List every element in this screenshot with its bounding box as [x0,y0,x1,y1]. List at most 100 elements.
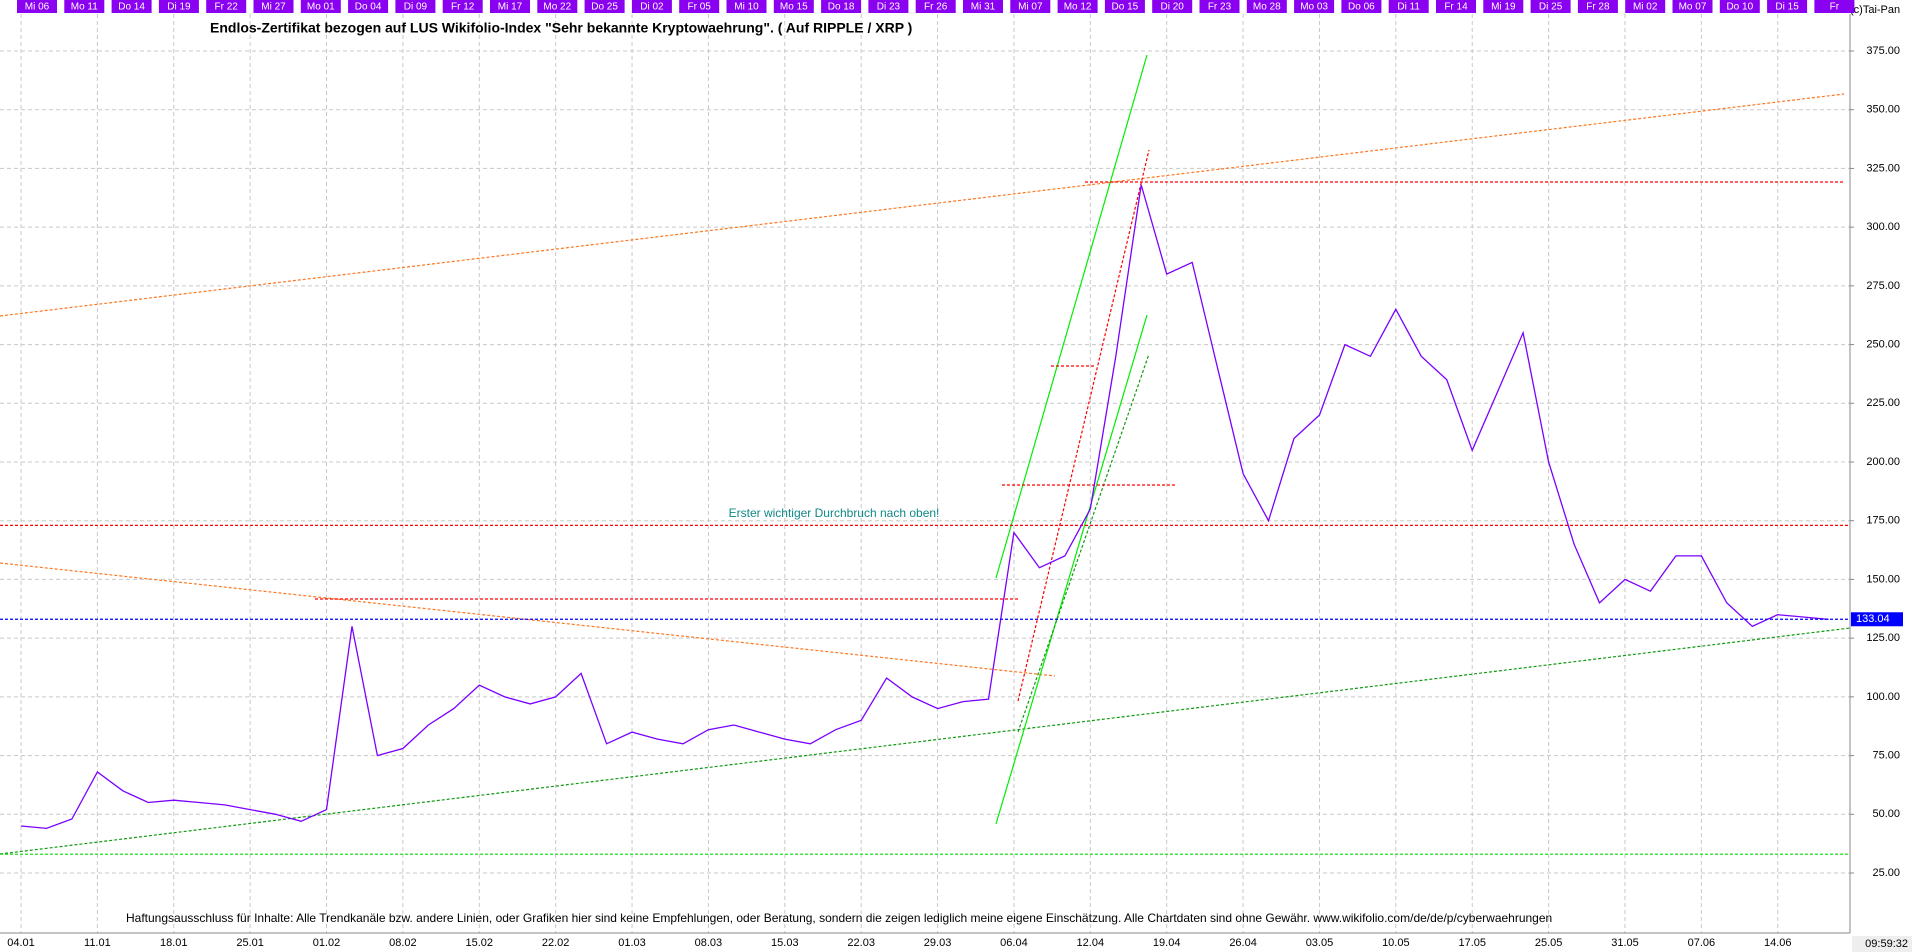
price-line [20,184,1829,830]
current-box [1851,612,1903,627]
x-tick-label: 10.05 [1382,937,1410,949]
x-tick-label: 01.02 [313,937,341,949]
x-tick-label: 08.02 [389,937,417,949]
y-tick-label: 175.00 [1866,515,1900,527]
y-tick-label: 100.00 [1866,691,1900,703]
x-tick-label: 15.02 [466,937,494,949]
y-tick-label: 250.00 [1866,338,1900,350]
top-label-box [1672,0,1713,13]
top-label: Fr 22 [215,2,239,13]
top-label-box [773,0,814,13]
y-tick-label: 50.00 [1872,808,1900,820]
top-label-box [631,0,672,13]
top-label-box [679,0,720,13]
disclaimer: Haftungsausschluss für Inhalte: Alle Tre… [126,911,1552,925]
x-tick-label: 11.01 [84,937,111,949]
x-tick-label: 12.04 [1077,937,1105,949]
x-tick-label: 31.05 [1611,937,1639,949]
top-label-box [206,0,247,13]
x-tick-label: 22.02 [542,937,570,949]
top-label: Do 04 [355,2,382,13]
x-tick-label: 15.03 [771,937,799,949]
x-tick-label: 29.03 [924,937,952,949]
top-label-box [111,0,152,13]
x-tick-label: 01.03 [618,937,646,949]
top-label: Di 25 [1539,2,1563,13]
time: 09:59:32 [1865,938,1908,950]
top-label: Mo 12 [1064,2,1092,13]
x-tick-label: 22.03 [847,937,875,949]
top-label-box [1388,0,1429,13]
y-tick-label: 375.00 [1866,45,1900,57]
x-tick-label: 19.04 [1153,937,1181,949]
top-label-box [1530,0,1571,13]
y-tick-label: 25.00 [1872,867,1900,879]
top-label-box [537,0,578,13]
top-label: Mo 28 [1253,2,1281,13]
x-tick-label: 07.06 [1688,937,1716,949]
trend-line [1017,353,1150,733]
copyright: (c)Tai-Pan [1850,4,1900,16]
time-box [1852,936,1912,952]
top-label: Mi 02 [1633,2,1658,13]
top-label: Do 10 [1726,2,1753,13]
top-label-box [253,0,294,13]
y-tick-label: 325.00 [1866,162,1900,174]
y-tick-label: 225.00 [1866,397,1900,409]
y-tick-label: 300.00 [1866,221,1900,233]
trend-line [1017,149,1150,702]
trend-line [0,627,1851,855]
y-tick-label: 350.00 [1866,104,1900,116]
top-label: Di 09 [404,2,428,13]
top-label: Mi 31 [971,2,996,13]
top-label: Fr 14 [1444,2,1468,13]
top-label: Di 23 [877,2,901,13]
top-label: Di 02 [640,2,664,13]
top-label-box [158,0,199,13]
top-label: Di 11 [1397,2,1420,13]
top-label: Do 25 [591,2,618,13]
x-tick-label: 26.04 [1229,937,1257,949]
trend-line [0,93,1845,317]
y-tick-label: 200.00 [1866,456,1900,468]
top-label-box [868,0,909,13]
top-label-box [348,0,389,13]
top-label: Do 18 [828,2,855,13]
top-label: Do 06 [1348,2,1375,13]
x-tick-label: 25.05 [1535,937,1563,949]
top-label-box [1719,0,1760,13]
top-label: Mo 22 [543,2,571,13]
top-label-box [1625,0,1666,13]
top-label-box [1767,0,1808,13]
top-label-box [584,0,625,13]
y-tick-label: 125.00 [1866,632,1900,644]
top-label: Di 20 [1161,2,1185,13]
top-label-box [1436,0,1476,13]
top-label-box [1246,0,1287,13]
top-label-box [915,0,956,13]
top-label-box [1341,0,1382,13]
x-tick-label: 03.05 [1306,937,1334,949]
x-tick-label: 25.01 [236,937,264,949]
top-label-box [1814,0,1855,13]
top-label-box [17,0,57,13]
top-label: Mi 06 [25,2,50,13]
trend-line [995,314,1148,825]
y-tick-label: 150.00 [1866,573,1900,585]
top-label: Do 14 [118,2,145,13]
top-label-box [726,0,767,13]
y-tick-label: 275.00 [1866,280,1900,292]
top-label-box [442,0,483,13]
top-label: Mo 07 [1679,2,1707,13]
top-label: Di 15 [1775,2,1799,13]
top-label: Fr 23 [1208,2,1232,13]
top-label-box [1010,0,1051,13]
top-label: Fr 12 [451,2,475,13]
top-label-box [64,0,105,13]
top-label: Mo 01 [307,2,335,13]
top-label-box [300,0,341,13]
top-label: Mo 11 [71,2,98,13]
top-label: Mi 27 [261,2,286,13]
